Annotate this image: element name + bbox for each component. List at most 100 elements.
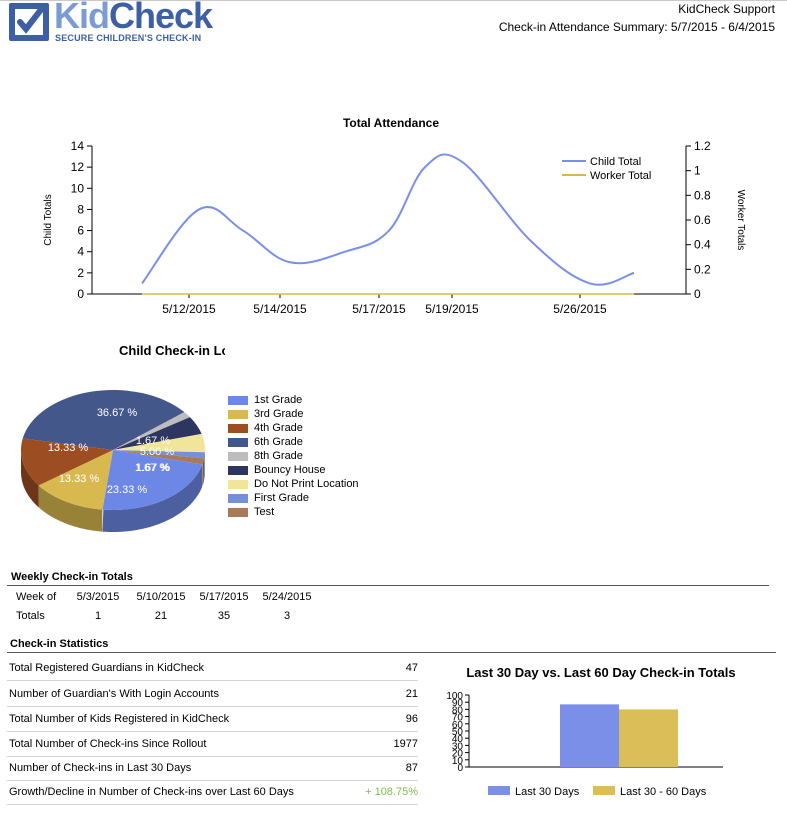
- stat-divider: [7, 706, 418, 707]
- pie-legend-swatch: [228, 438, 248, 447]
- pie-side-4th-grade: [21, 449, 39, 508]
- bar-y-tick-label: 50: [452, 727, 464, 738]
- week-total: 21: [154, 610, 168, 622]
- pie-slice-6th-grade: [22, 390, 185, 450]
- y-right-tick-label: 1: [694, 164, 701, 178]
- y-left-tick-label: 2: [77, 266, 84, 280]
- pie-slice-1st-grade: [102, 450, 203, 510]
- weekly-section-title: Weekly Check-in Totals: [11, 571, 133, 583]
- pie-side-1st-grade: [102, 464, 203, 532]
- pie-slice-label: 1.67 %: [136, 462, 170, 474]
- y-left-tick-label: 8: [77, 202, 84, 216]
- bar-y-tick-label: 70: [452, 713, 464, 724]
- logo-tagline: SECURE CHILDREN'S CHECK-IN: [55, 33, 202, 43]
- pie-slice-first-grade: [113, 450, 205, 459]
- x-tick-label: 5/12/2015: [162, 302, 216, 316]
- stat-value: + 108.75%: [365, 786, 418, 798]
- x-tick-label: 5/19/2015: [425, 302, 479, 316]
- pie-side-test: [202, 458, 205, 487]
- stat-label: Number of Check-ins in Last 30 Days: [9, 762, 192, 774]
- pie-legend-label: Test: [254, 506, 275, 518]
- x-tick-label: 5/17/2015: [352, 302, 406, 316]
- pie-legend-swatch: [228, 494, 248, 503]
- stat-label: Growth/Decline in Number of Check-ins ov…: [9, 786, 294, 798]
- pie-legend-swatch: [228, 410, 248, 419]
- pie-slice-label: 5.00 %: [140, 446, 174, 458]
- stat-divider: [7, 680, 418, 681]
- week-total: 3: [283, 610, 291, 622]
- x-tick-label: 5/26/2015: [553, 302, 607, 316]
- stats-rule: [7, 652, 776, 653]
- pie-slice-4th-grade: [20, 438, 113, 486]
- stat-divider: [7, 756, 418, 757]
- stats-section-title: Check-in Statistics: [10, 638, 109, 650]
- pie-slice-label: 1.67 %: [135, 462, 169, 474]
- legend-worker-label: Worker Total: [590, 170, 651, 182]
- pie-slice-do-not-print-location: [113, 433, 205, 453]
- pie-legend-label: Do Not Print Location: [254, 478, 359, 490]
- week-date: 5/3/2015: [76, 591, 120, 603]
- attendance-chart-title: Total Attendance: [343, 116, 439, 130]
- logo-wordmark: KidCheck: [54, 0, 213, 36]
- pie-chart-title: Child Check-in Locations: [119, 343, 225, 358]
- stat-label: Number of Guardian's With Login Accounts: [9, 688, 219, 700]
- pie-legend-swatch: [228, 396, 248, 405]
- stat-value: 87: [405, 762, 418, 774]
- bar-y-tick-label: 30: [452, 741, 464, 752]
- week-date: 5/17/2015: [199, 591, 249, 603]
- pie-legend-label: 1st Grade: [254, 394, 303, 406]
- week-of-label: Week of: [16, 591, 57, 603]
- pie-legend-label: First Grade: [254, 492, 310, 504]
- report-title: Check-in Attendance Summary: 5/7/2015 - …: [498, 20, 775, 34]
- checkmark-logo-icon: [9, 3, 49, 41]
- stat-value: 1977: [393, 738, 418, 750]
- legend-last-30-label: Last 30 Days: [515, 786, 580, 798]
- pie-slice-3rd-grade: [38, 450, 113, 510]
- pie-legend-label: Bouncy House: [254, 464, 326, 476]
- y-right-tick-label: 0: [694, 287, 701, 301]
- bar-y-tick-label: 40: [452, 734, 464, 745]
- y-left-tick-label: 10: [71, 181, 85, 195]
- legend-last-30-60-label: Last 30 - 60 Days: [620, 786, 707, 798]
- y-left-tick-label: 12: [71, 160, 85, 174]
- pie-slice-label: 23.33 %: [107, 484, 148, 496]
- pie-slice-label: 1.67 %: [136, 435, 170, 447]
- y-right-tick-label: 1.2: [694, 139, 711, 153]
- pie-legend-swatch: [228, 508, 248, 517]
- child-total-line: [141, 153, 635, 286]
- bar-last-30-60-days: [619, 709, 678, 767]
- pie-legend-swatch: [228, 466, 248, 475]
- totals-label: Totals: [16, 610, 45, 622]
- attendance-chart: Total Attendance 0 2 4 6 8 10 12 14 0 0.2 0.4 0.6 0…: [43, 116, 746, 316]
- legend-last-30-60-swatch: [593, 786, 615, 795]
- week-date: 5/24/2015: [262, 591, 312, 603]
- pie-legend-label: 6th Grade: [254, 436, 303, 448]
- pie-legend-label: 3rd Grade: [254, 408, 304, 420]
- comparison-bar-chart: Last 30 Day vs. Last 60 Day Check-in Tot…: [446, 665, 735, 798]
- pie-side-3rd-grade: [38, 485, 103, 532]
- bar-y-tick-label: 10: [452, 756, 464, 767]
- week-total: 35: [217, 610, 231, 622]
- pie-side-first-grade: [204, 452, 205, 481]
- stat-label: Total Number of Check-ins Since Rollout: [9, 738, 207, 750]
- pie-slice-label: 36.67 %: [97, 407, 138, 419]
- y-right-tick-label: 0.6: [694, 213, 711, 227]
- y-left-tick-label: 6: [77, 224, 84, 238]
- bar-y-tick-label: 60: [452, 720, 464, 731]
- bar-y-tick-label: 90: [452, 698, 464, 709]
- bar-y-tick-label: 80: [452, 705, 464, 716]
- y-right-axis-label: Worker Totals: [735, 190, 746, 251]
- bar-last-30-days: [560, 704, 619, 767]
- bar-y-tick-label: 0: [457, 763, 463, 774]
- pie-legend-swatch: [228, 452, 248, 461]
- week-date: 5/10/2015: [136, 591, 186, 603]
- pie-slice-8th-grade: [113, 412, 190, 450]
- pie-slice-test: [113, 450, 205, 465]
- stat-value: 21: [405, 688, 418, 700]
- stat-value: 96: [405, 713, 418, 725]
- y-left-tick-label: 4: [77, 245, 84, 259]
- pie-legend-label: 8th Grade: [254, 450, 303, 462]
- org-name: KidCheck Support: [678, 2, 775, 16]
- bar-y-tick-label: 20: [452, 749, 464, 760]
- stat-label: Total Registered Guardians in KidCheck: [9, 662, 205, 674]
